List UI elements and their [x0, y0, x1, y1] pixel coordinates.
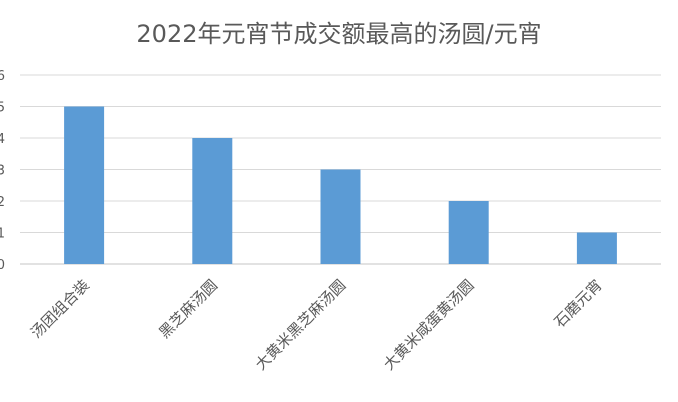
y-tick-label: 2 — [0, 195, 5, 210]
bar — [448, 201, 489, 264]
x-tick-label: 石磨元宵 — [551, 276, 606, 331]
x-tick-label: 黑芝麻汤圆 — [155, 276, 221, 342]
bar — [64, 106, 105, 264]
y-tick-label: 6 — [0, 69, 5, 84]
y-tick-label: 3 — [0, 164, 5, 179]
bar — [320, 169, 361, 264]
x-tick-label: 大黄米咸蛋黄汤圆 — [380, 276, 478, 374]
y-tick-label: 5 — [0, 101, 5, 116]
y-tick-label: 1 — [0, 227, 5, 242]
chart-title: 2022年元宵节成交额最高的汤圆/元宵 — [136, 20, 542, 48]
y-tick-label: 0 — [0, 258, 5, 273]
x-tick-label: 大黄米黑芝麻汤圆 — [252, 276, 350, 374]
bar — [192, 138, 233, 264]
y-tick-label: 4 — [0, 132, 5, 147]
x-tick-label: 汤团组合装 — [27, 276, 93, 342]
bar — [576, 232, 617, 264]
